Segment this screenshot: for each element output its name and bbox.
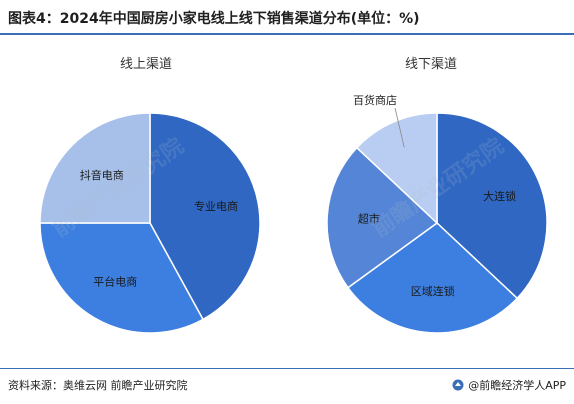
brand-credit: @前瞻经济学人APP	[452, 377, 566, 393]
pie1-slice-0	[436, 112, 548, 300]
online-pie-title: 线上渠道	[120, 57, 173, 72]
brand-logo-icon	[452, 379, 464, 391]
brand-text: @前瞻经济学人APP	[468, 379, 566, 392]
pie0-slice-1	[39, 222, 205, 334]
pie1-slice-3	[355, 112, 438, 225]
pie1-slice-1	[346, 222, 519, 334]
offline-pie-title: 线下渠道	[405, 57, 458, 72]
pie1-label-0: 大连锁	[483, 189, 516, 203]
pie1-label-1: 区域连锁	[411, 284, 455, 298]
pie1-leader-line-3	[394, 107, 405, 148]
pie0-label-2: 抖音电商	[80, 168, 124, 182]
pie0-label-0: 专业电商	[194, 199, 238, 213]
chart-title: 图表4：2024年中国厨房小家电线上线下销售渠道分布(单位：%)	[8, 11, 420, 27]
pie1-slice-2	[326, 146, 439, 289]
pie0-slice-2	[39, 112, 151, 224]
title-rule	[0, 33, 574, 35]
pie1-label-3: 百货商店	[353, 93, 397, 107]
source-note: 资料来源：奥维云网 前瞻产业研究院	[8, 379, 188, 392]
pie0-label-1: 平台电商	[93, 275, 137, 289]
pie0-slice-0	[149, 112, 261, 321]
pie1-label-2: 超市	[358, 212, 380, 226]
footer-rule	[0, 368, 574, 369]
